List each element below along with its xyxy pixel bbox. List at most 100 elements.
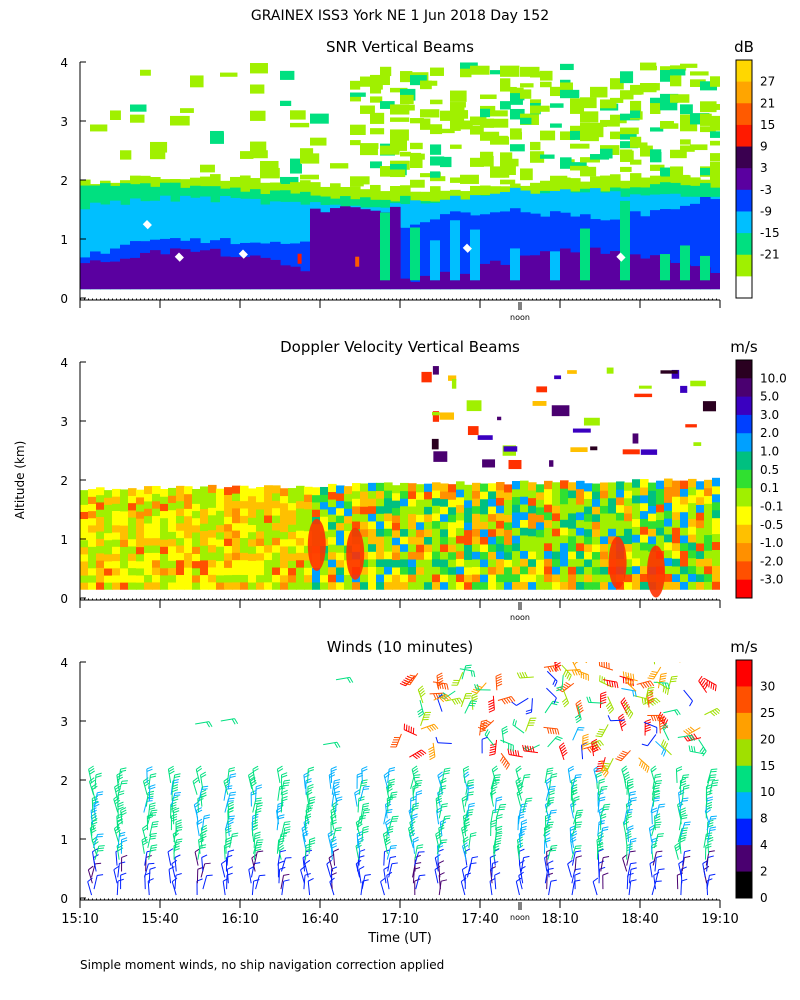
doppler-cell [232,559,241,568]
doppler-cell [232,566,241,575]
doppler-cell [216,503,225,511]
snr-cell [260,257,271,290]
wind-barb-flag [687,653,693,655]
doppler-cell [304,486,313,495]
doppler-cell [528,528,537,537]
doppler-cell [104,582,113,590]
doppler-cell [88,531,97,540]
doppler-cell [296,559,305,568]
wind-barb-flag [494,776,501,779]
wind-barb-flag [283,831,290,834]
doppler-cell [496,520,505,529]
snr-cell [410,118,424,124]
snr-cell [660,101,678,111]
snr-cell [540,251,551,290]
doppler-cell [184,537,193,546]
wind-barb-flag [472,688,479,692]
wind-barb-flag [488,699,494,703]
doppler-cell [456,489,465,498]
wind-barb-flag [148,862,155,865]
doppler-cell [288,531,297,540]
doppler-cell [600,505,609,514]
wind-barb-flag [418,750,425,756]
doppler-cell [264,581,273,590]
wind-barb-flag [519,860,525,864]
doppler-cell [400,566,409,575]
doppler-cell [368,551,377,560]
doppler-cell [472,513,481,522]
wind-barb-flag [172,786,179,790]
wind-barb-flag [228,849,235,853]
wind-barb-flag [149,814,157,817]
doppler-cell [560,488,569,497]
wind-barb-flag [651,809,658,814]
doppler-cell [104,504,113,512]
doppler-cell [536,514,545,523]
doppler-cell [192,553,201,562]
snr-cell [110,200,121,290]
wind-barb-flag [309,798,316,802]
doppler-cell [704,550,713,559]
doppler-cell [488,581,497,590]
colorbar-swatch [736,845,752,873]
wind-barb-flag [195,765,202,770]
doppler-cell [336,537,345,546]
doppler-cell [96,567,105,576]
snr-cell [410,282,421,290]
wind-barb-flag [524,671,528,678]
doppler-cell [408,536,417,545]
doppler-cell [704,495,713,504]
snr-cell [490,110,508,117]
doppler-cell [664,533,673,543]
snr-cell [360,76,371,87]
snr-cell [170,248,181,290]
wind-barb-flag [201,788,208,790]
wind-barb-flag [283,823,290,826]
wind-barb-flag [666,688,670,695]
doppler-cell [424,528,433,538]
snr-cell [630,254,641,290]
doppler-cell [224,545,233,554]
doppler-speckle [590,446,598,451]
snr-cell [380,101,395,109]
doppler-cell [568,497,577,506]
wind-barb-flag [446,683,449,690]
doppler-cell [608,520,617,529]
wind-barb-flag [248,771,254,776]
doppler-cell [488,543,497,552]
doppler-speckle [693,442,702,446]
wind-barb-flag [330,839,337,843]
wind-barb-flag [554,728,557,735]
wind-barb-flag [278,816,285,820]
wind-barb [683,689,693,702]
doppler-cell [160,567,169,576]
snr-cell [500,86,517,92]
wind-barb-flag [604,772,609,778]
doppler-cell [384,543,393,552]
snr-cell [460,273,471,290]
snr-cell [90,202,101,290]
snr-cell [270,259,281,290]
wind-barb-flag [363,785,370,788]
wind-barb-flag [227,818,234,823]
snr-cell [500,264,511,290]
wind-barb-flag [627,711,632,717]
snr-cell [520,66,540,77]
doppler-cell [256,516,265,525]
doppler-cell [96,494,105,503]
colorbar-swatch [736,579,752,599]
doppler-cell [704,534,713,543]
doppler-cell [552,550,561,560]
wind-barb-flag [550,879,557,882]
wind-barb-flag [644,729,651,733]
wind-barb-flag [147,793,154,796]
doppler-cell [472,528,481,537]
doppler-cell [360,491,369,500]
doppler-cell [392,566,401,575]
snr-cell [500,65,520,77]
wind-barb-flag [599,740,604,746]
wind-barb-flag [653,797,660,800]
doppler-cell [320,508,329,517]
doppler-cell [712,533,720,543]
snr-cell [440,156,452,168]
